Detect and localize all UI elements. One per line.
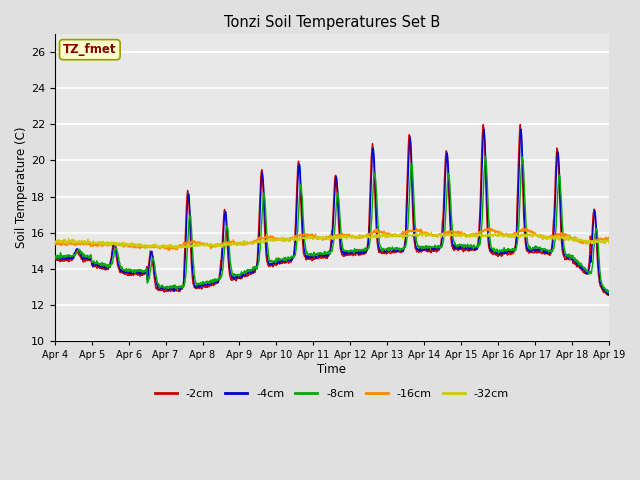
Legend: -2cm, -4cm, -8cm, -16cm, -32cm: -2cm, -4cm, -8cm, -16cm, -32cm (150, 384, 513, 403)
Text: TZ_fmet: TZ_fmet (63, 43, 116, 56)
X-axis label: Time: Time (317, 363, 346, 376)
Y-axis label: Soil Temperature (C): Soil Temperature (C) (15, 127, 28, 248)
Title: Tonzi Soil Temperatures Set B: Tonzi Soil Temperatures Set B (224, 15, 440, 30)
